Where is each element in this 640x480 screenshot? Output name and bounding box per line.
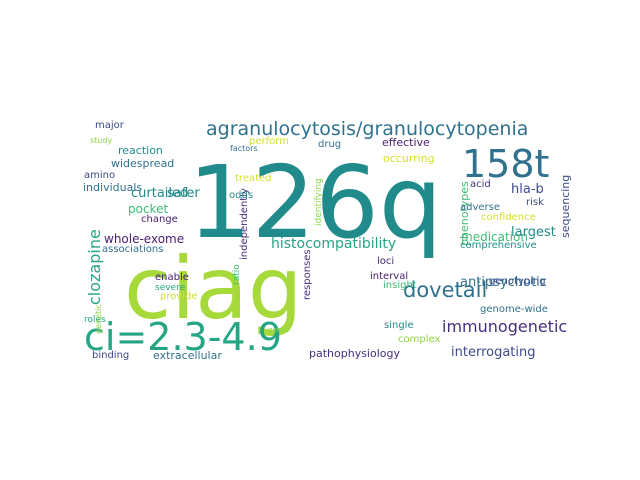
- cloud-word-major: major: [95, 120, 125, 131]
- cloud-word-independently: independently: [239, 188, 250, 260]
- cloud-word-antipsychotic: antipsychotic: [460, 275, 547, 290]
- cloud-word-medication: medication: [461, 230, 528, 244]
- cloud-word-interval: interval: [370, 271, 408, 282]
- cloud-word-interrogating: interrogating: [451, 345, 536, 360]
- cloud-word-single: single: [384, 320, 414, 331]
- cloud-word-insight: insight: [383, 280, 417, 291]
- cloud-word-study: study: [90, 136, 112, 145]
- cloud-word-identifying: identifying: [314, 178, 324, 226]
- cloud-word-genes: genes: [268, 326, 289, 334]
- cloud-word-drug: drug: [318, 139, 341, 150]
- cloud-word-confidence: confidence: [481, 212, 536, 223]
- cloud-word-phenotypes: phenotypes: [458, 181, 471, 246]
- cloud-word-odds: odds: [229, 190, 253, 201]
- cloud-word-dovetail: dovetail: [403, 278, 487, 302]
- cloud-word-safer: safer: [167, 186, 200, 201]
- cloud-word-agranulocytosis-granulocytopenia: agranulocytosis/granulocytopenia: [206, 118, 528, 140]
- cloud-word-perform: perform: [249, 136, 289, 147]
- cloud-word-158t: 158t: [462, 142, 549, 186]
- cloud-word-126q: 126q: [188, 144, 442, 261]
- cloud-word-genome-wide: genome-wide: [480, 304, 548, 315]
- cloud-word-ratio: ratio: [232, 264, 242, 285]
- cloud-word-ciag: ciag: [124, 239, 302, 339]
- cloud-word-genotyping: genotyping: [489, 276, 546, 287]
- cloud-word-histocompatibility: histocompatibility: [271, 236, 396, 252]
- cloud-word-enable: enable: [155, 272, 189, 283]
- cloud-word-whole-exome: whole-exome: [104, 232, 184, 246]
- cloud-word-genetic: genetic: [94, 304, 103, 334]
- cloud-word-pocket: pocket: [128, 202, 168, 216]
- cloud-word-change: change: [141, 214, 178, 225]
- cloud-word-effective: effective: [382, 136, 430, 149]
- cloud-word-amino: amino: [84, 170, 115, 181]
- cloud-word-curtailed: curtailed: [131, 186, 188, 201]
- cloud-word-sequencing: sequencing: [559, 175, 572, 238]
- cloud-word-pathophysiology: pathophysiology: [309, 347, 400, 360]
- cloud-word-individuals: individuals: [83, 181, 142, 194]
- cloud-word-complex: complex: [398, 334, 440, 345]
- cloud-word-immunogenetic: immunogenetic: [442, 317, 567, 336]
- cloud-word-occurring: occurring: [383, 152, 435, 165]
- cloud-word-treated: treated: [235, 173, 272, 184]
- cloud-word-largest: largest: [511, 225, 556, 240]
- cloud-word-adverse: adverse: [460, 202, 500, 213]
- cloud-word-loci: loci: [377, 256, 394, 267]
- cloud-word-acid: acid: [470, 179, 491, 190]
- cloud-word-reaction: reaction: [118, 144, 163, 157]
- cloud-word-widespread: widespread: [111, 157, 174, 170]
- cloud-word-binding: binding: [92, 350, 129, 361]
- cloud-word-responses: responses: [302, 249, 313, 300]
- cloud-word-associations: associations: [102, 244, 163, 255]
- cloud-word-roles: roles: [84, 315, 106, 325]
- cloud-word-hla-b: hla-b: [511, 182, 544, 197]
- cloud-word-provide: provide: [160, 291, 198, 302]
- cloud-word-severe: severe: [155, 283, 186, 293]
- cloud-word-clozapine: clozapine: [85, 229, 104, 305]
- cloud-word-ci-2-3-4-9: ci=2.3-4.9: [84, 315, 282, 359]
- cloud-word-comprehensive: comprehensive: [460, 240, 537, 251]
- cloud-word-factors: factors: [230, 144, 258, 153]
- cloud-word-risk: risk: [526, 197, 544, 208]
- cloud-word-extracellular: extracellular: [153, 349, 222, 362]
